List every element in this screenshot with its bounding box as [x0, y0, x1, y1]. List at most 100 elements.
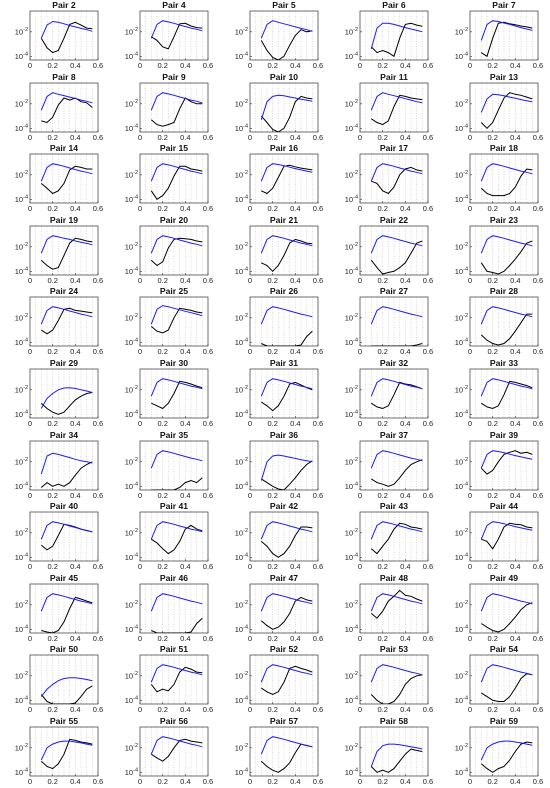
x-tick-label: 0.4	[180, 419, 190, 428]
x-tick-label: 0.6	[313, 61, 323, 70]
chart-panel: Pair 10 10-2 10-4 0 0.2 0.4 0.6	[220, 72, 330, 143]
panel-title: Pair 19	[50, 215, 78, 225]
x-tick-label: 0	[358, 204, 362, 213]
x-tick-label: 0	[248, 347, 252, 356]
chart-panel: Pair 24 10-2 10-4 0 0.2 0.4 0.6	[0, 286, 110, 357]
series-blue-line	[370, 306, 423, 325]
axes-box	[469, 511, 539, 562]
series-blue-line	[480, 163, 533, 182]
series-black-line	[41, 308, 93, 335]
x-tick-label: 0.2	[377, 634, 387, 643]
y-tick-label: 10-4	[345, 194, 358, 204]
x-tick-label: 0.2	[157, 562, 167, 571]
chart-panel: Pair 33 10-2 10-4 0 0.2 0.4 0.6	[440, 358, 550, 429]
x-tick-label: 0.6	[93, 347, 103, 356]
x-tick-label: 0	[468, 419, 472, 428]
x-tick-label: 0	[248, 419, 252, 428]
x-tick-label: 0.6	[533, 419, 543, 428]
series-blue-line	[370, 378, 423, 397]
x-tick-label: 0.4	[70, 705, 80, 714]
panel-svg: Pair 40 10-2 10-40 0.2 0.4 0.6	[15, 501, 103, 571]
y-tick-label: 10-4	[125, 767, 138, 777]
series-black-line	[371, 343, 423, 347]
axes-box	[469, 225, 539, 276]
panel-svg: Pair 26 10-2 10-40 0.2 0.4 0.6	[235, 286, 323, 356]
panel-svg: Pair 6 10-2 10-40 0.2 0.4 0.6	[345, 0, 433, 70]
x-tick-label: 0	[248, 634, 252, 643]
panel-title: Pair 18	[490, 143, 518, 153]
x-tick-label: 0.2	[267, 276, 277, 285]
y-tick-label: 10-4	[455, 266, 468, 276]
series-black-line	[261, 666, 313, 696]
series-blue-line	[150, 163, 203, 182]
x-tick-label: 0	[468, 133, 472, 142]
panel-title: Pair 31	[270, 358, 298, 368]
y-tick-label: 10-2	[345, 27, 358, 37]
x-tick-label: 0.6	[93, 634, 103, 643]
series-blue-line	[40, 677, 93, 698]
series-blue-line	[150, 378, 203, 397]
chart-panel: Pair 17 10-2 10-4 0 0.2 0.4 0.6	[330, 143, 440, 214]
chart-panel: Pair 6 10-2 10-4 0 0.2 0.4 0.6	[330, 0, 440, 71]
chart-panel: Pair 27 10-2 10-4 0 0.2 0.4 0.6	[330, 286, 440, 357]
panel-title: Pair 8	[52, 72, 76, 82]
series-blue-line	[480, 521, 533, 540]
x-tick-label: 0.2	[377, 204, 387, 213]
panel-svg: Pair 29 10-2 10-40 0.2 0.4 0.6	[15, 358, 103, 428]
x-tick-label: 0.2	[377, 133, 387, 142]
series-blue-line	[370, 664, 423, 683]
y-tick-label: 10-4	[15, 696, 28, 706]
series-black-line	[260, 29, 313, 60]
axes-box	[139, 583, 209, 634]
x-tick-label: 0.6	[93, 491, 103, 500]
axes-box	[359, 82, 429, 132]
y-tick-label: 10-2	[15, 385, 28, 395]
x-tick-label: 0.6	[313, 705, 323, 714]
panel-title: Pair 25	[160, 286, 188, 296]
x-tick-label: 0.6	[423, 419, 433, 428]
x-tick-label: 0.6	[423, 705, 433, 714]
x-tick-label: 0.6	[423, 347, 433, 356]
y-tick-label: 10-2	[455, 170, 468, 180]
y-tick-label: 10-4	[345, 51, 358, 61]
x-tick-label: 0	[358, 133, 362, 142]
chart-panel: Pair 43 10-2 10-4 0 0.2 0.4 0.6	[330, 501, 440, 572]
panel-svg: Pair 18 10-2 10-40 0.2 0.4 0.6	[455, 143, 543, 213]
x-tick-label: 0.2	[487, 276, 497, 285]
axes-box	[249, 726, 319, 777]
x-tick-label: 0.4	[400, 133, 410, 142]
panel-title: Pair 2	[52, 0, 76, 10]
panel-title: Pair 20	[160, 215, 188, 225]
y-tick-label: 10-4	[455, 194, 468, 204]
panel-svg: Pair 11 10-2 10-40 0.2 0.4 0.6	[345, 72, 433, 142]
y-tick-label: 10-4	[15, 624, 28, 634]
panel-title: Pair 50	[50, 644, 78, 654]
y-tick-label: 10-4	[455, 481, 468, 491]
axes-box	[139, 225, 209, 276]
series-blue-line	[480, 234, 533, 254]
x-tick-label: 0.4	[290, 562, 300, 571]
chart-panel: Pair 4 10-2 10-4 0 0.2 0.4 0.6	[110, 0, 220, 71]
x-tick-label: 0	[248, 276, 252, 285]
chart-panel: Pair 22 10-2 10-4 0 0.2 0.4 0.6	[330, 215, 440, 286]
x-tick-label: 0.6	[313, 634, 323, 643]
x-tick-label: 0.4	[290, 133, 300, 142]
x-tick-label: 0.2	[487, 419, 497, 428]
x-tick-label: 0	[358, 276, 362, 285]
y-tick-label: 10-2	[345, 528, 358, 538]
axes-box	[139, 153, 209, 204]
panel-title: Pair 6	[382, 0, 406, 10]
x-tick-label: 0	[468, 61, 472, 70]
axes-box	[249, 225, 319, 276]
panel-svg: Pair 42 10-2 10-40 0.2 0.4 0.6	[235, 501, 323, 571]
x-tick-label: 0.6	[93, 419, 103, 428]
y-tick-label: 10-2	[125, 98, 138, 108]
series-black-line	[480, 91, 533, 129]
y-tick-label: 10-2	[455, 313, 468, 323]
x-tick-label: 0.6	[203, 777, 213, 786]
panel-svg: Pair 39 10-2 10-40 0.2 0.4 0.6	[455, 430, 543, 500]
x-tick-label: 0.4	[400, 634, 410, 643]
x-tick-label: 0.6	[93, 133, 103, 142]
x-tick-label: 0	[138, 705, 142, 714]
chart-panel: Pair 30 10-2 10-4 0 0.2 0.4 0.6	[110, 358, 220, 429]
